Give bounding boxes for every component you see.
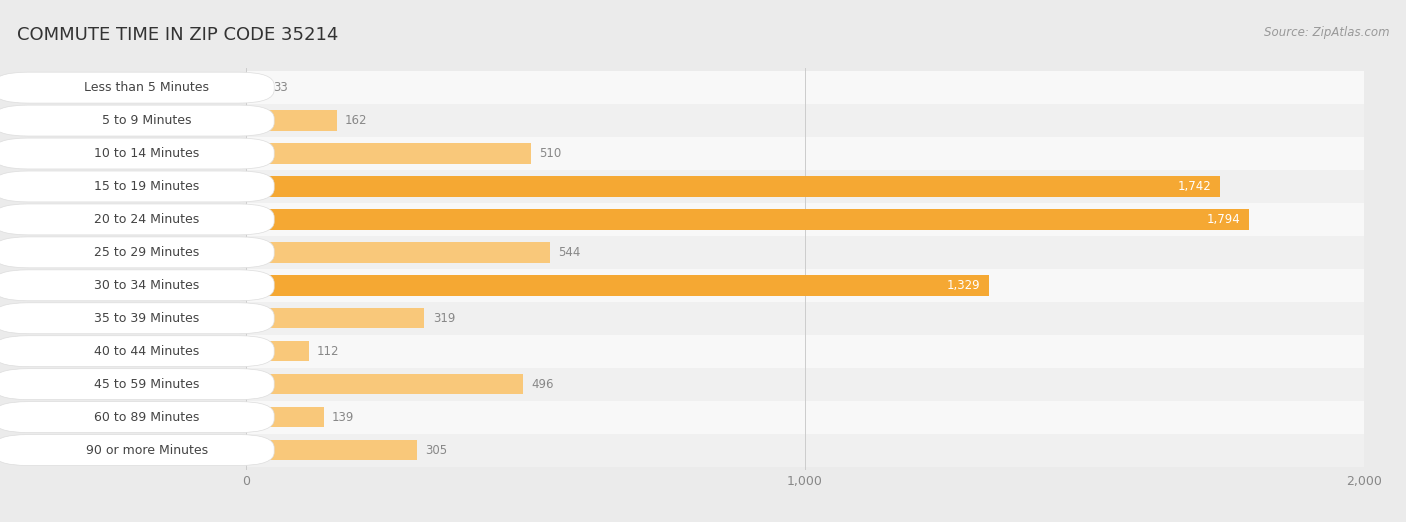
Text: 112: 112 [316,345,339,358]
Text: 25 to 29 Minutes: 25 to 29 Minutes [94,246,200,259]
Text: 60 to 89 Minutes: 60 to 89 Minutes [94,411,200,423]
Bar [246,110,336,131]
Bar [190,434,1406,467]
Text: 496: 496 [531,377,554,390]
Bar [246,341,309,361]
Text: 20 to 24 Minutes: 20 to 24 Minutes [94,213,200,226]
Bar [190,71,1406,104]
Text: 544: 544 [558,246,581,259]
Text: 5 to 9 Minutes: 5 to 9 Minutes [103,114,191,127]
Text: 1,329: 1,329 [946,279,980,292]
Bar [246,144,531,164]
Bar [190,203,1406,236]
Text: 33: 33 [273,81,288,94]
Bar [246,374,523,394]
Text: 305: 305 [425,444,447,457]
Bar [246,440,416,460]
Bar [190,236,1406,269]
Text: 45 to 59 Minutes: 45 to 59 Minutes [94,377,200,390]
Text: 90 or more Minutes: 90 or more Minutes [86,444,208,457]
Bar [190,302,1406,335]
Bar [190,367,1406,400]
Text: 162: 162 [344,114,367,127]
Text: 510: 510 [540,147,562,160]
Bar [246,242,550,263]
Bar [246,77,264,98]
Bar [246,275,988,295]
Bar [190,400,1406,434]
Bar [190,137,1406,170]
Bar [190,335,1406,367]
Text: 1,794: 1,794 [1206,213,1240,226]
Text: COMMUTE TIME IN ZIP CODE 35214: COMMUTE TIME IN ZIP CODE 35214 [17,26,339,44]
Text: 30 to 34 Minutes: 30 to 34 Minutes [94,279,200,292]
Text: 139: 139 [332,411,354,423]
Text: Less than 5 Minutes: Less than 5 Minutes [84,81,209,94]
Bar [246,407,323,428]
Bar [190,170,1406,203]
Text: 35 to 39 Minutes: 35 to 39 Minutes [94,312,200,325]
Bar [246,308,425,328]
Bar [190,104,1406,137]
Text: 15 to 19 Minutes: 15 to 19 Minutes [94,180,200,193]
Text: 1,742: 1,742 [1177,180,1211,193]
Text: 10 to 14 Minutes: 10 to 14 Minutes [94,147,200,160]
Bar [190,269,1406,302]
Text: Source: ZipAtlas.com: Source: ZipAtlas.com [1264,26,1389,39]
Bar [246,176,1219,197]
Text: 40 to 44 Minutes: 40 to 44 Minutes [94,345,200,358]
Text: 319: 319 [433,312,456,325]
Bar [246,209,1249,230]
